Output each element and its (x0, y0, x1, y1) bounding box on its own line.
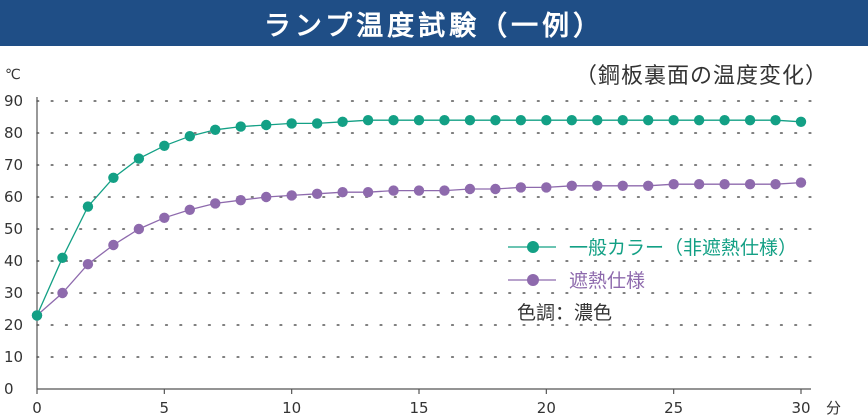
y-tick-label: 20 (4, 316, 23, 334)
data-point (362, 187, 374, 198)
data-point (439, 185, 450, 196)
legend-marker (527, 241, 539, 253)
data-point (235, 195, 246, 206)
x-tick-label: 15 (409, 399, 428, 417)
data-point (795, 116, 807, 128)
data-point (617, 115, 628, 126)
series-line-1 (36, 119, 802, 316)
x-tick-label: 10 (282, 399, 301, 417)
title-bar: ランプ温度試験（一例） (0, 0, 868, 46)
data-point (82, 259, 94, 270)
data-point (311, 118, 323, 129)
y-tick-label: 90 (4, 92, 23, 110)
data-point (693, 115, 705, 126)
data-point (337, 116, 348, 128)
y-tick-label: 80 (4, 124, 23, 142)
data-point (286, 118, 297, 129)
data-point (795, 177, 807, 188)
data-point (210, 124, 221, 135)
data-point (566, 180, 577, 191)
data-point (311, 188, 323, 199)
y-axis-unit: ℃ (5, 67, 21, 83)
x-tick-label: 25 (664, 399, 683, 417)
data-point (744, 179, 756, 190)
data-point (133, 153, 145, 164)
data-point (57, 287, 68, 299)
data-point (286, 190, 297, 201)
data-point (770, 179, 781, 190)
y-tick-label: 0 (4, 380, 14, 398)
data-point (57, 252, 68, 263)
data-point (643, 180, 654, 191)
data-point (490, 115, 501, 126)
data-point (82, 201, 94, 212)
y-tick-label: 10 (4, 348, 23, 366)
data-point (388, 115, 399, 126)
chart-title: ランプ温度試験（一例） (263, 10, 605, 42)
data-point (184, 204, 195, 215)
data-point (235, 121, 246, 132)
x-tick-label: 0 (32, 399, 42, 417)
x-tick-label: 20 (537, 399, 556, 417)
data-point (439, 115, 450, 126)
data-point (744, 115, 756, 126)
data-point (108, 239, 119, 251)
data-point (133, 223, 145, 235)
data-point (337, 187, 348, 198)
chart-subtitle: （鋼板裏面の温度変化） (574, 64, 828, 89)
data-point (108, 172, 119, 183)
data-point (413, 115, 425, 126)
data-point (464, 183, 476, 195)
data-point (770, 115, 781, 126)
data-point (541, 115, 552, 126)
color-tone-annotation: 色調：濃色 (517, 302, 612, 324)
x-tick-label: 30 (791, 399, 810, 417)
legend-label: 遮熱仕様 (569, 270, 645, 292)
y-tick-label: 50 (4, 220, 23, 238)
data-point (541, 182, 552, 193)
data-point (566, 115, 577, 126)
legend-marker (527, 274, 539, 286)
data-point (388, 185, 399, 196)
y-tick-label: 40 (4, 252, 23, 270)
data-point (261, 191, 272, 203)
data-point (464, 115, 476, 126)
data-point (693, 179, 705, 190)
data-point (490, 183, 501, 195)
data-point (592, 115, 603, 126)
data-point (159, 212, 170, 223)
x-tick-label: 5 (160, 399, 170, 417)
data-point (719, 115, 730, 126)
data-point (668, 179, 679, 190)
y-tick-label: 70 (4, 156, 23, 174)
data-point (592, 180, 603, 191)
data-point (159, 140, 170, 151)
y-tick-label: 30 (4, 284, 23, 302)
data-point (515, 115, 527, 126)
data-point (719, 179, 730, 190)
x-axis-unit: 分 (826, 399, 841, 417)
data-point (515, 182, 527, 193)
y-tick-label: 60 (4, 188, 23, 206)
legend-label: 一般カラー（非遮熱仕様） (569, 237, 797, 259)
data-point (668, 115, 679, 126)
data-point (413, 185, 425, 196)
data-point (31, 310, 43, 321)
data-point (362, 115, 374, 126)
data-point (617, 180, 628, 191)
data-point (643, 115, 654, 126)
data-point (184, 131, 195, 142)
data-point (261, 119, 272, 131)
data-point (210, 198, 221, 209)
